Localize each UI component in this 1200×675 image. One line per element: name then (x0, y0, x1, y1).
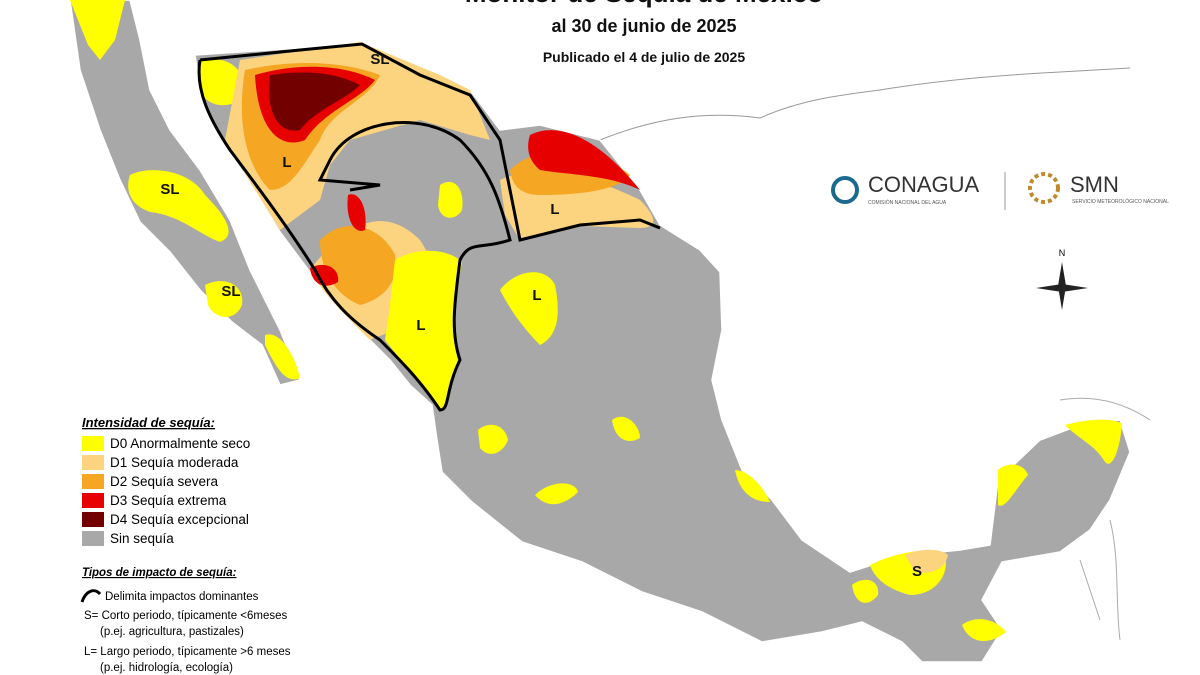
drought-area (320, 225, 396, 305)
compass-north: N (1059, 248, 1066, 258)
impact-item: (p.ej. hidrología, ecología) (100, 662, 233, 674)
legend-label: D3 Sequía extrema (110, 493, 227, 508)
logo-icon (1028, 172, 1060, 204)
drought-area (852, 579, 879, 603)
impact-boundary (197, 42, 661, 412)
map-label: L (282, 154, 291, 171)
impact-item: S= Corto periodo, típicamente <6meses (84, 610, 288, 622)
legend: Intensidad de sequía: D0 Anormalmente sec… (80, 415, 291, 674)
legend-swatch (82, 531, 104, 546)
legend-swatch (82, 455, 104, 470)
legend-label: D2 Sequía severa (110, 474, 219, 489)
logo-icon (831, 176, 859, 204)
logo-subtext: COMISIÓN NACIONAL DEL AGUA (868, 199, 947, 206)
map-label: SL (160, 181, 179, 198)
drought-area (438, 181, 463, 218)
legend-title: Intensidad de sequía: (82, 415, 215, 430)
caribbean-coast (1059, 397, 1151, 641)
drought-area (205, 281, 243, 318)
legend-swatch (82, 493, 104, 508)
compass: N (1036, 248, 1088, 310)
drought-area (612, 416, 640, 441)
conagua-logo: CONAGUA COMISIÓN NACIONAL DEL AGUA SMN S… (831, 172, 1169, 210)
map-label: L (550, 201, 559, 218)
impact-item: L= Largo periodo, típicamente >6 meses (84, 646, 291, 658)
legend-label: Sin sequía (110, 531, 174, 546)
drought-area (905, 549, 948, 573)
drought-area (478, 424, 508, 454)
drought-area (265, 334, 300, 380)
impact-item: Delimita impactos dominantes (105, 591, 259, 603)
published: Publicado el 4 de julio de 2025 (543, 49, 746, 65)
drought-area (128, 170, 229, 242)
drought-area (500, 272, 558, 345)
map-label: L (532, 287, 541, 304)
legend-swatch (82, 512, 104, 527)
map-label: S (912, 563, 922, 580)
compass-rose (1036, 262, 1088, 310)
drought-area (528, 130, 640, 190)
drought-area (70, 0, 125, 60)
subtitle: al 30 de junio de 2025 (551, 16, 736, 36)
drought-area (1065, 419, 1122, 464)
impact-item: (p.ej. agricultura, pastizales) (100, 626, 244, 638)
map-label: SL (221, 283, 240, 300)
legend-label: D0 Anormalmente seco (110, 436, 250, 451)
drought-areas (70, 0, 1122, 642)
legend-label: D4 Sequía excepcional (110, 512, 249, 527)
drought-area (268, 72, 360, 131)
drought-area (998, 464, 1028, 506)
drought-area (385, 250, 462, 410)
us-coast (599, 67, 1131, 141)
drought-area (735, 470, 770, 502)
legend-swatch (82, 436, 104, 451)
impact-title: Tipos de impacto de sequía: (82, 567, 237, 579)
title: Monitor de Sequía de México (465, 0, 823, 8)
impact-symbol (80, 589, 102, 603)
drought-area (347, 194, 366, 231)
drought-area (200, 59, 243, 106)
map-label: L (416, 317, 425, 334)
legend-label: D1 Sequía moderada (110, 455, 239, 470)
legend-swatch (82, 474, 104, 489)
drought-area (535, 483, 578, 505)
logo-text: SMN (1070, 172, 1119, 197)
logo-subtext: SERVICIO METEOROLÓGICO NACIONAL (1072, 198, 1169, 205)
logo-text: CONAGUA (868, 172, 980, 197)
drought-area (962, 619, 1006, 642)
drought-area (310, 264, 339, 286)
map-label: SL (370, 51, 389, 68)
mainland-mexico (194, 41, 1131, 663)
